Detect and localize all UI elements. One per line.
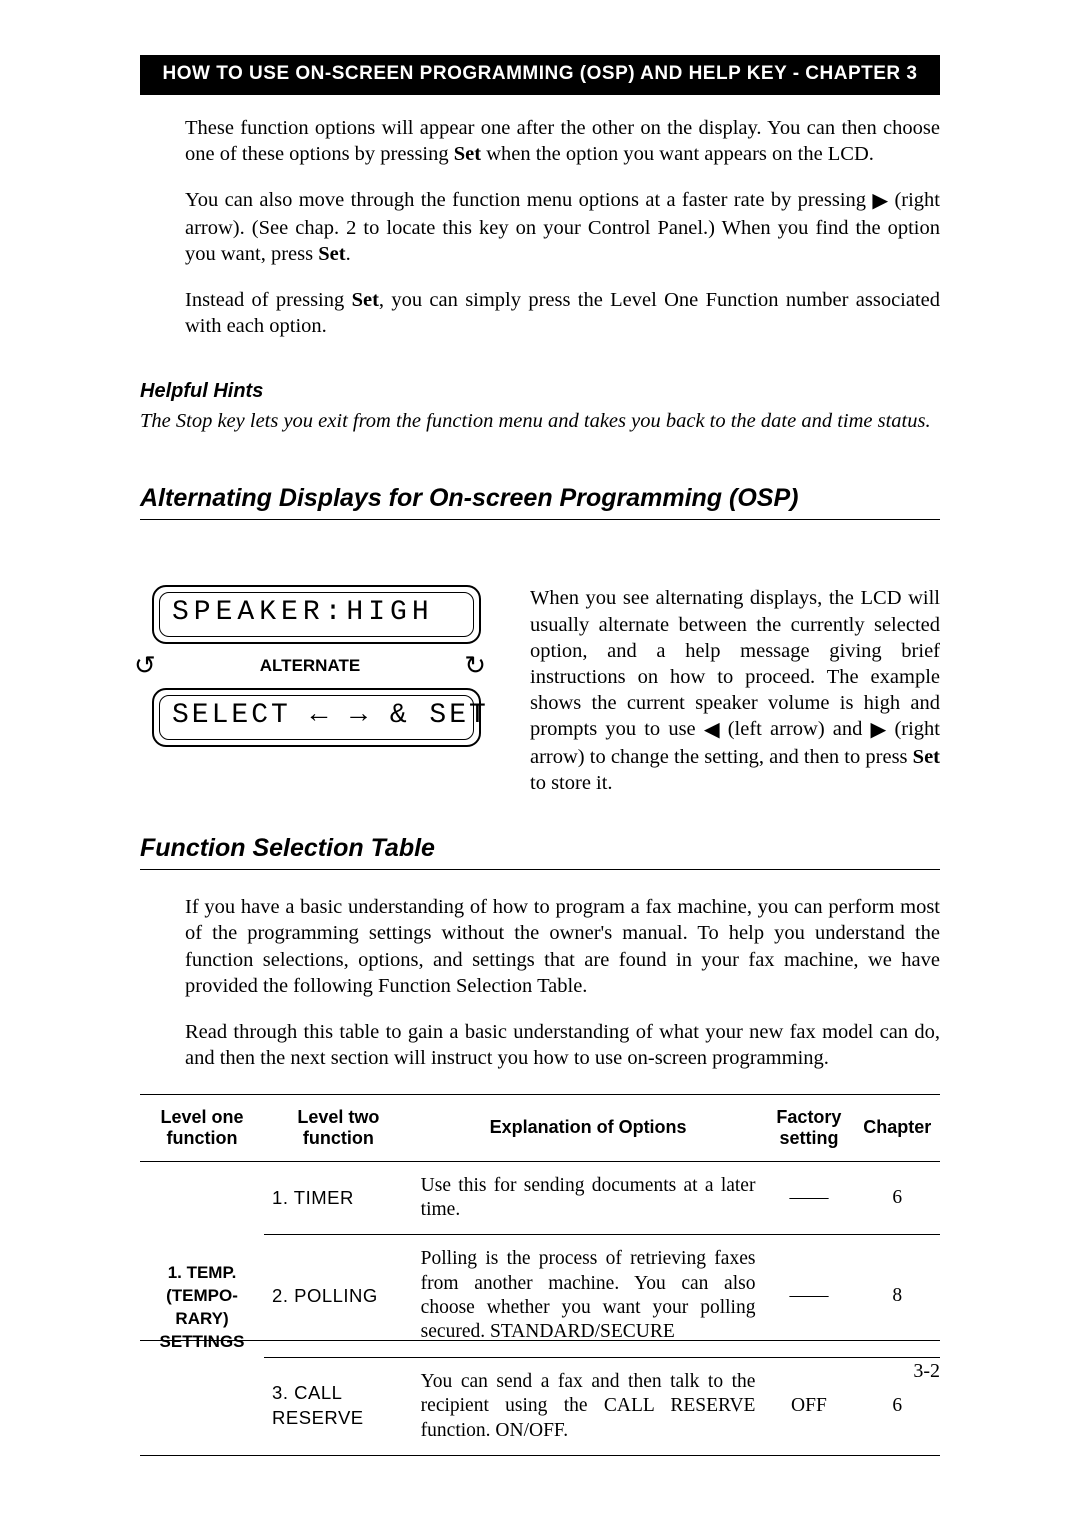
fst-intro-2: Read through this table to gain a basic … <box>185 1019 940 1071</box>
cell-level-one: 1. TEMP. (TEMPO- RARY) SETTINGS <box>140 1161 264 1455</box>
right-arrow-icon-2: ▶ <box>871 717 887 743</box>
altdesc-t4: to store it. <box>530 772 613 794</box>
chapter-header-text: HOW TO USE ON-SCREEN PROGRAMMING (OSP) A… <box>163 63 918 84</box>
section-heading-fst: Function Selection Table <box>140 834 940 870</box>
chapter-header-bar: HOW TO USE ON-SCREEN PROGRAMMING (OSP) A… <box>140 55 940 95</box>
lcd-line-2: SELECT ← → & SET <box>172 700 489 731</box>
p2-part-a: You can also move through the function m… <box>185 189 872 211</box>
cell-factory: —— <box>763 1235 854 1358</box>
lcd-line-1: SPEAKER:HIGH <box>172 597 434 628</box>
altdesc-set: Set <box>913 746 940 768</box>
helpful-hints-text: The Stop key lets you exit from the func… <box>140 409 940 435</box>
page-number: 3-2 <box>913 1360 940 1383</box>
th-level-two: Level two function <box>264 1094 413 1161</box>
cell-level-two: 3. CALL RESERVE <box>264 1357 413 1455</box>
p2-part-d: . <box>346 243 351 265</box>
cell-explanation: Polling is the process of retrieving fax… <box>413 1235 764 1358</box>
table-row: 1. TEMP. (TEMPO- RARY) SETTINGS 1. TIMER… <box>140 1161 940 1235</box>
helpful-hints-heading: Helpful Hints <box>140 380 940 403</box>
cell-explanation: You can send a fax and then talk to the … <box>413 1357 764 1455</box>
alternating-display-description: When you see alternating displays, the L… <box>530 585 940 796</box>
level-one-label: 1. TEMP. (TEMPO- RARY) SETTINGS <box>160 1263 245 1351</box>
lcd-box-bottom: SELECT ← → & SET <box>152 688 481 747</box>
cell-level-two: 2. POLLING <box>264 1235 413 1358</box>
curve-arrow-left-icon: ↺ <box>134 650 156 681</box>
alternate-label-row: ↺ ALTERNATE ↻ <box>140 652 480 680</box>
lcd-box-top: SPEAKER:HIGH <box>152 585 481 644</box>
p1-part-c: when the option you want appears on the … <box>481 143 874 165</box>
paragraph-1: These function options will appear one a… <box>185 115 940 167</box>
left-arrow-icon: ◀ <box>704 717 720 743</box>
footer-rule <box>140 1340 940 1341</box>
paragraph-3: Instead of pressing Set, you can simply … <box>185 287 940 339</box>
alternate-label: ALTERNATE <box>260 656 360 676</box>
table-header-row: Level one function Level two function Ex… <box>140 1094 940 1161</box>
cell-factory: OFF <box>763 1357 854 1455</box>
document-page: HOW TO USE ON-SCREEN PROGRAMMING (OSP) A… <box>140 55 940 1456</box>
th-chapter: Chapter <box>854 1094 940 1161</box>
alternating-display-row: SPEAKER:HIGH ↺ ALTERNATE ↻ SELECT ← → & … <box>140 585 940 796</box>
cell-level-two: 1. TIMER <box>264 1161 413 1235</box>
p3-part-a: Instead of pressing <box>185 289 352 311</box>
lcd-inner-bottom: SELECT ← → & SET <box>159 695 474 740</box>
fst-intro-1: If you have a basic understanding of how… <box>185 894 940 999</box>
right-arrow-icon: ▶ <box>872 188 888 214</box>
cell-chapter: 8 <box>854 1235 940 1358</box>
cell-explanation: Use this for sending documents at a late… <box>413 1161 764 1235</box>
altdesc-t2: (left arrow) and <box>720 718 871 740</box>
cell-chapter: 6 <box>854 1161 940 1235</box>
function-selection-table: Level one function Level two function Ex… <box>140 1094 940 1456</box>
th-factory: Factory setting <box>763 1094 854 1161</box>
p1-set-bold: Set <box>454 143 481 165</box>
paragraph-2: You can also move through the function m… <box>185 187 940 267</box>
section-heading-osp: Alternating Displays for On-screen Progr… <box>140 484 940 520</box>
lcd-illustration: SPEAKER:HIGH ↺ ALTERNATE ↻ SELECT ← → & … <box>140 585 490 747</box>
p2-set-bold: Set <box>318 243 345 265</box>
cell-factory: —— <box>763 1161 854 1235</box>
curve-arrow-right-icon: ↻ <box>464 650 486 681</box>
th-explanation: Explanation of Options <box>413 1094 764 1161</box>
p3-set-bold: Set <box>352 289 379 311</box>
th-level-one: Level one function <box>140 1094 264 1161</box>
lcd-inner-top: SPEAKER:HIGH <box>159 592 474 637</box>
